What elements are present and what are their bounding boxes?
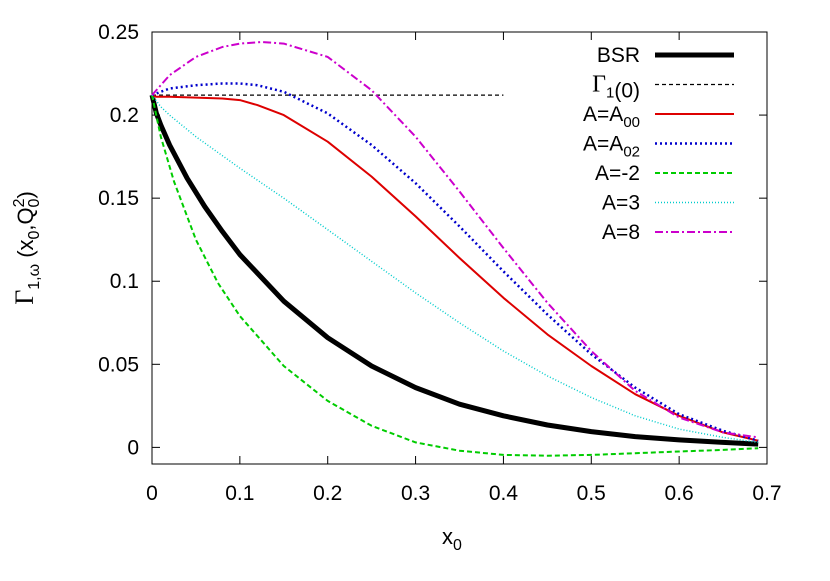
legend-label: A=8 — [602, 221, 640, 244]
series-line — [151, 94, 759, 457]
legend-label: A=A02 — [583, 133, 640, 161]
series-line — [151, 82, 759, 442]
y-tick-label: 0.25 — [98, 21, 139, 44]
x-tick-label: 0.3 — [401, 482, 430, 505]
x-tick-label: 0.4 — [489, 482, 519, 505]
legend-label: BSR — [597, 44, 640, 67]
plot-frame — [151, 31, 768, 465]
y-tick-label: 0 — [127, 436, 139, 459]
y-tick-label: 0.05 — [98, 353, 139, 376]
x-axis: 0 0.1 0.2 0.3 0.4 0.5 0.6 0.7 — [146, 32, 782, 505]
series-line — [151, 94, 759, 442]
series-line — [151, 41, 759, 439]
series-lines — [149, 41, 759, 457]
x-axis-title: x0 — [442, 524, 462, 554]
legend-label: A=A00 — [583, 103, 640, 131]
x-tick-label: 0.7 — [752, 482, 781, 505]
plot-area: 0 0.1 0.2 0.3 0.4 0.5 0.6 0.7 0 0.05 0.1 0.15 0.2 0.… — [98, 21, 781, 505]
y-tick-label: 0.15 — [98, 187, 139, 210]
y-tick-label: 0.1 — [110, 270, 139, 293]
x-tick-label: 0.1 — [225, 482, 254, 505]
x-tick-label: 0.5 — [577, 482, 606, 505]
legend-label: Γ1(0) — [592, 72, 640, 103]
x-tick-label: 0 — [146, 482, 158, 505]
x-tick-label: 0.2 — [313, 482, 342, 505]
y-tick-label: 0.2 — [110, 104, 139, 127]
series-line — [149, 94, 759, 447]
y-axis-title: Γ1,ω (x0,Q20) — [10, 191, 43, 305]
x-tick-label: 0.6 — [665, 482, 694, 505]
y-axis: 0 0.05 0.1 0.15 0.2 0.25 — [98, 21, 767, 459]
legend-label: A=-2 — [595, 162, 640, 185]
series-line — [151, 94, 759, 444]
legend-label: A=3 — [602, 192, 640, 215]
